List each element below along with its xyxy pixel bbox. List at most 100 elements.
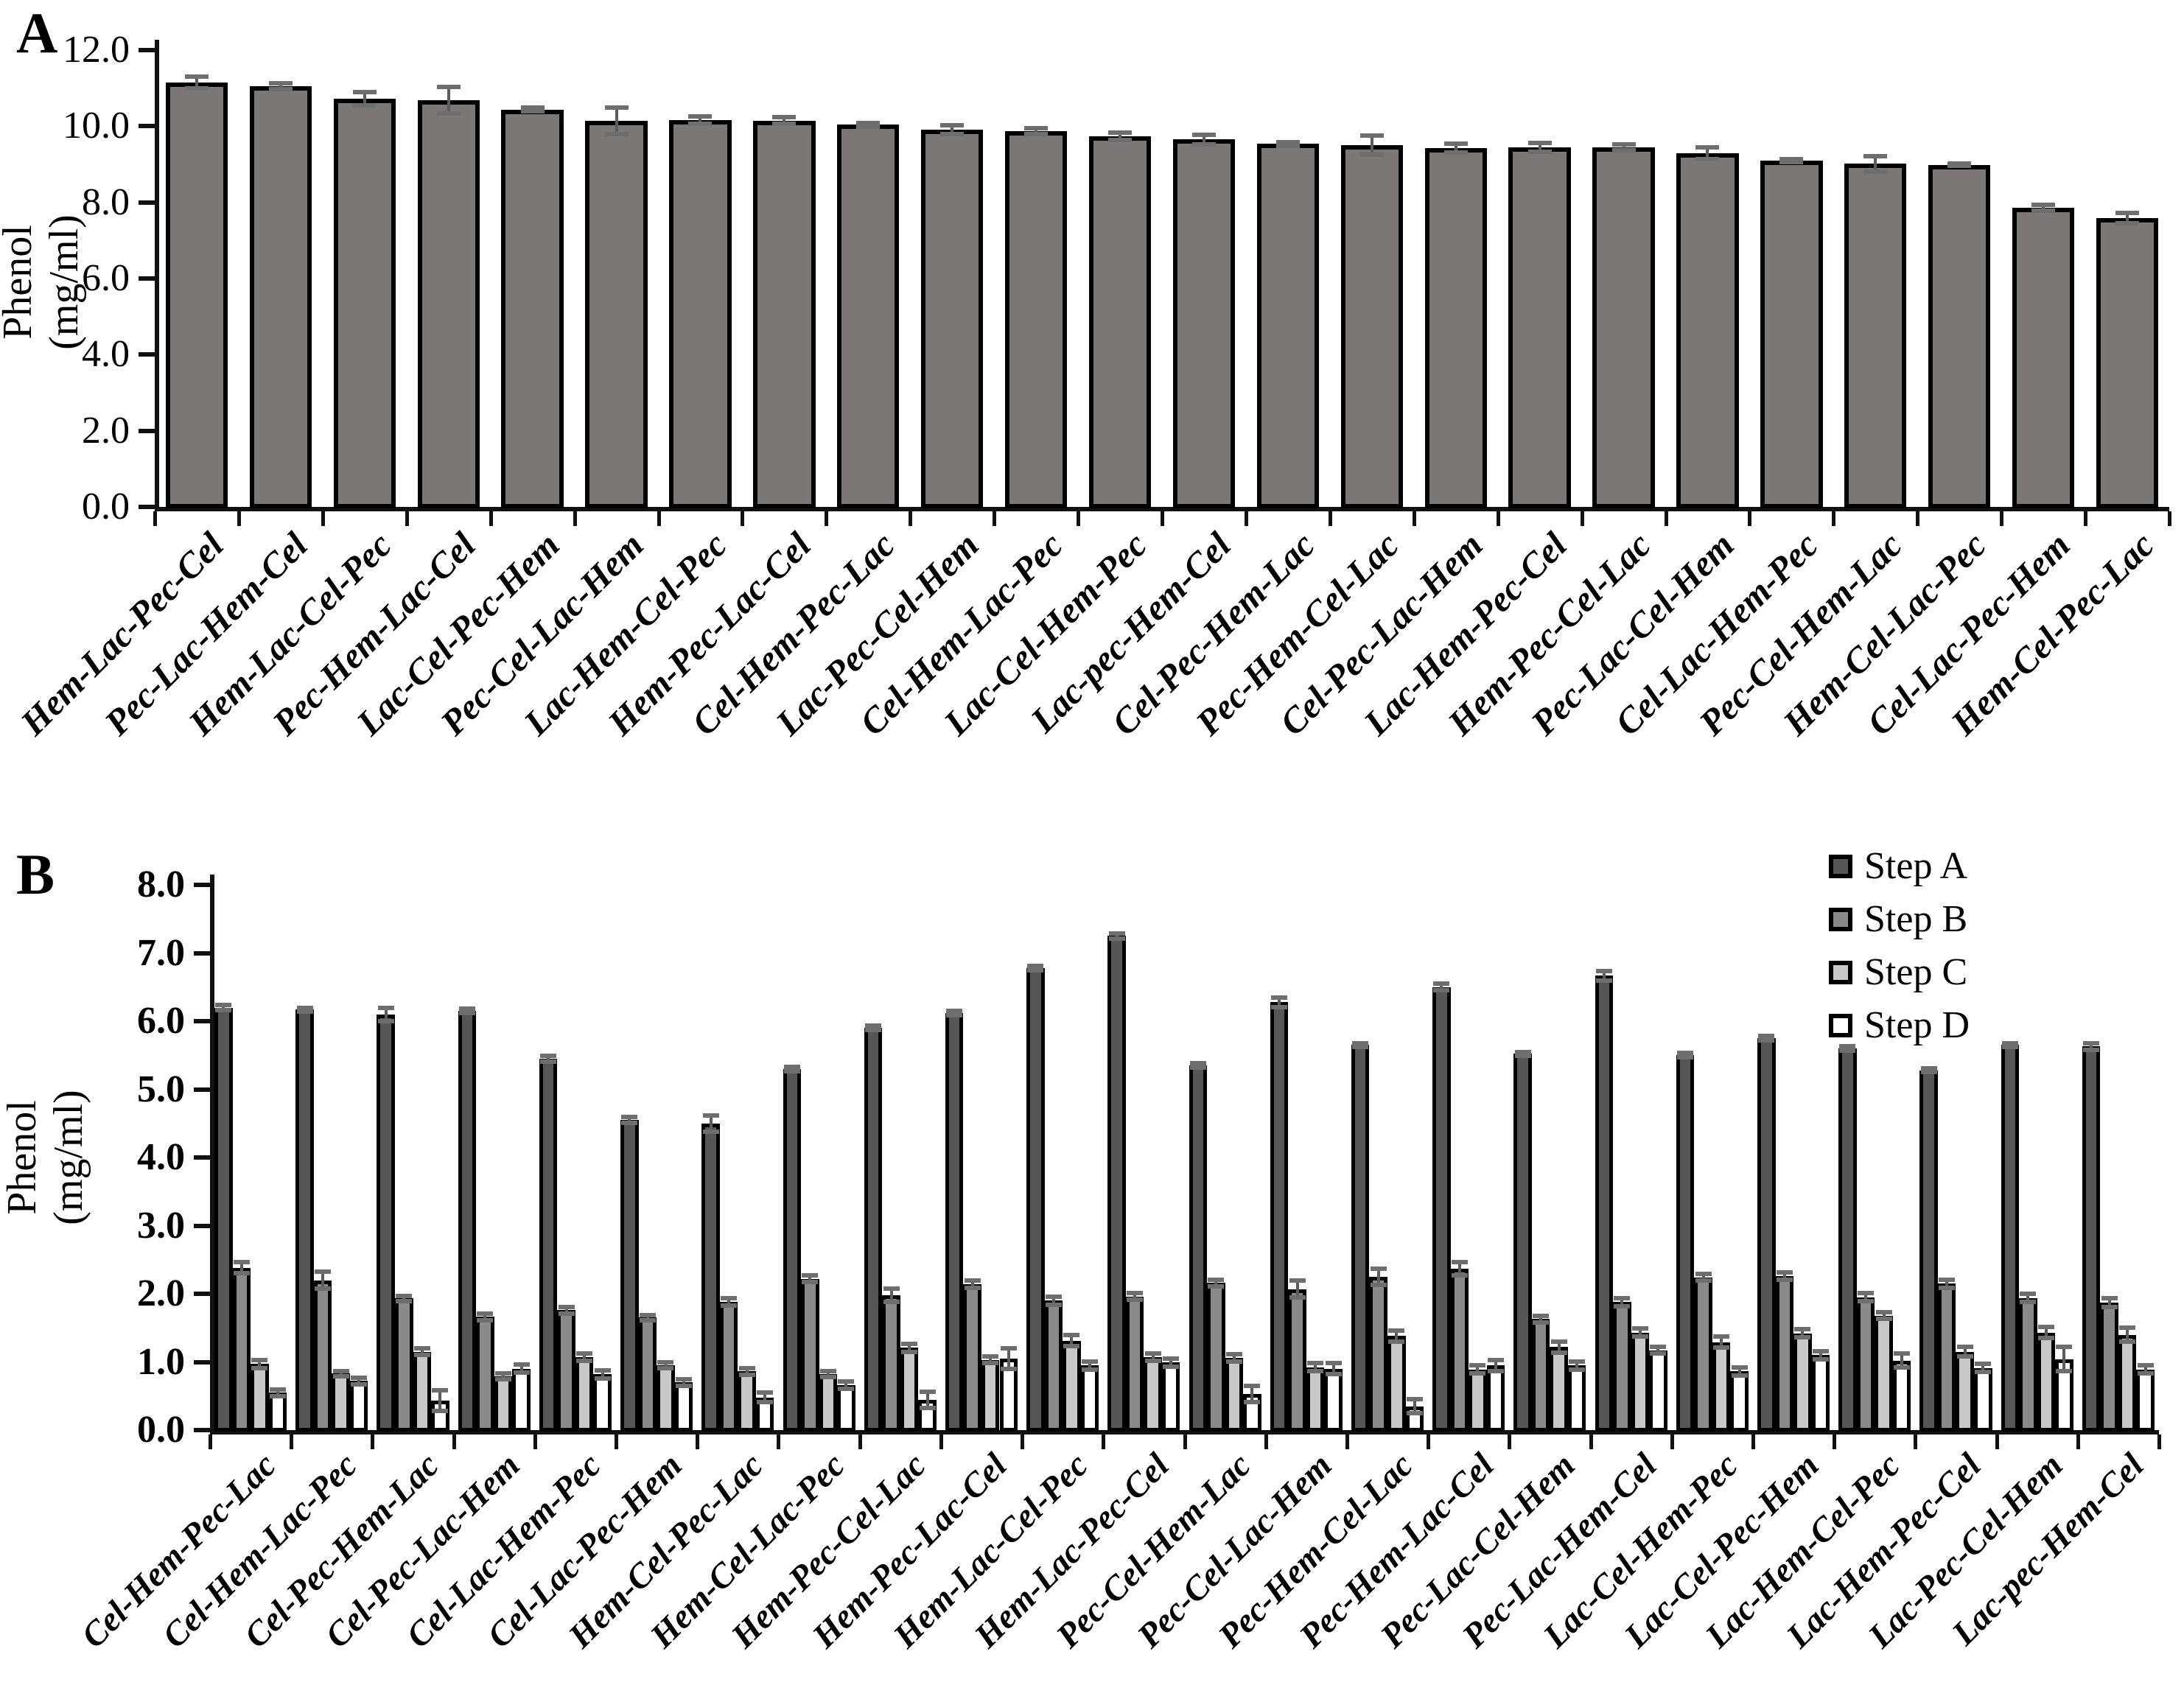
error-bar-cap bbox=[396, 1299, 413, 1304]
error-bar-cap bbox=[1863, 154, 1888, 159]
y-tick bbox=[139, 352, 155, 357]
error-bar-cap bbox=[657, 1365, 674, 1370]
error-bar-cap bbox=[1731, 1365, 1748, 1370]
bar bbox=[512, 1368, 531, 1432]
error-bar bbox=[1864, 1293, 1867, 1302]
error-bar-cap bbox=[940, 122, 965, 127]
error-bar-cap bbox=[1758, 1034, 1775, 1039]
error-bar-cap bbox=[1920, 1065, 1937, 1071]
error-bar-cap bbox=[1388, 1328, 1405, 1333]
error-bar-cap bbox=[1370, 1282, 1387, 1287]
bar bbox=[1450, 1268, 1469, 1432]
error-bar bbox=[970, 1281, 974, 1288]
error-bar-cap bbox=[604, 105, 629, 110]
bar bbox=[575, 1357, 594, 1432]
bar bbox=[1757, 1038, 1776, 1432]
error-bar bbox=[1070, 1335, 1074, 1347]
error-bar-cap bbox=[1956, 1345, 1973, 1350]
error-bar-cap bbox=[594, 1367, 611, 1373]
error-bar-cap bbox=[688, 122, 713, 127]
panel-a-y-axis-title: Phenol (mg/ml) bbox=[0, 135, 89, 430]
bar bbox=[1324, 1368, 1343, 1432]
error-bar-cap bbox=[1045, 1294, 1062, 1299]
y-tick bbox=[194, 1155, 210, 1160]
bar bbox=[1172, 139, 1236, 508]
x-tick bbox=[1496, 511, 1500, 526]
error-bar-cap bbox=[1776, 1277, 1793, 1282]
error-bar-cap bbox=[1275, 143, 1300, 148]
error-bar-cap bbox=[1839, 1048, 1856, 1053]
error-bar-cap bbox=[1045, 1302, 1062, 1307]
error-bar bbox=[1035, 127, 1038, 135]
error-bar-cap bbox=[1894, 1365, 1911, 1370]
error-bar-cap bbox=[1858, 1291, 1874, 1296]
error-bar-cap bbox=[377, 1005, 394, 1010]
error-bar bbox=[1782, 1272, 1786, 1280]
error-bar bbox=[1819, 1351, 1822, 1359]
error-bar bbox=[2042, 205, 2045, 211]
error-bar-cap bbox=[864, 1023, 881, 1029]
error-bar bbox=[1051, 1296, 1055, 1305]
error-bar-cap bbox=[377, 1019, 394, 1023]
bar bbox=[1811, 1355, 1830, 1432]
error-bar-cap bbox=[351, 1382, 368, 1387]
y-axis-title-line2: (mg/ml) bbox=[41, 214, 87, 350]
bar bbox=[1613, 1302, 1631, 1432]
error-bar bbox=[583, 1353, 587, 1361]
error-bar bbox=[2143, 1365, 2147, 1374]
error-bar bbox=[519, 1365, 523, 1373]
x-tick bbox=[939, 1434, 943, 1449]
error-bar bbox=[1981, 1364, 1985, 1373]
error-bar bbox=[339, 1370, 343, 1376]
error-bar bbox=[889, 1288, 893, 1303]
bar bbox=[1856, 1297, 1875, 1432]
error-bar-cap bbox=[1244, 1383, 1261, 1388]
error-bar-cap bbox=[268, 80, 293, 85]
error-bar-cap bbox=[1271, 995, 1288, 1000]
y-tick-label: 10.0 bbox=[63, 105, 130, 147]
x-tick bbox=[321, 511, 325, 526]
error-bar bbox=[501, 1373, 505, 1379]
bar bbox=[1387, 1336, 1406, 1432]
x-tick bbox=[405, 511, 409, 526]
error-bar bbox=[1656, 1347, 1660, 1354]
panel-b-legend: Step A Step B Step C Step D bbox=[1829, 847, 2065, 1068]
bar bbox=[249, 86, 312, 508]
error-bar bbox=[699, 116, 702, 125]
bar bbox=[1288, 1289, 1306, 1432]
error-bar-cap bbox=[738, 1365, 755, 1370]
bar bbox=[1144, 1357, 1162, 1432]
error-bar-cap bbox=[1000, 1366, 1017, 1371]
error-bar-cap bbox=[819, 1374, 836, 1379]
error-bar-cap bbox=[721, 1296, 738, 1301]
error-bar-cap bbox=[604, 131, 629, 136]
error-bar bbox=[1882, 1311, 1886, 1320]
error-bar-cap bbox=[184, 74, 209, 80]
error-bar-cap bbox=[919, 1406, 936, 1411]
error-bar-cap bbox=[269, 1387, 286, 1392]
error-bar-cap bbox=[1794, 1335, 1811, 1340]
error-bar-cap bbox=[757, 1400, 774, 1405]
x-tick bbox=[1589, 1434, 1593, 1449]
bar bbox=[620, 1120, 639, 1432]
error-bar-cap bbox=[621, 1115, 638, 1120]
error-bar-cap bbox=[1527, 150, 1552, 155]
y-tick bbox=[194, 950, 210, 956]
error-bar-cap bbox=[436, 85, 461, 90]
error-bar-cap bbox=[2101, 1296, 2118, 1301]
error-bar bbox=[420, 1348, 424, 1356]
bar bbox=[1369, 1276, 1387, 1432]
error-bar-cap bbox=[688, 113, 713, 119]
x-axis bbox=[210, 1430, 2159, 1434]
bar bbox=[1486, 1365, 1505, 1432]
y-axis bbox=[210, 875, 214, 1434]
error-bar-cap bbox=[1370, 1266, 1387, 1271]
error-bar-cap bbox=[901, 1349, 918, 1354]
error-bar-cap bbox=[1713, 1345, 1730, 1351]
error-bar bbox=[1214, 1279, 1218, 1286]
error-bar-cap bbox=[738, 1373, 755, 1378]
error-bar-cap bbox=[1975, 1362, 1992, 1367]
bar bbox=[214, 1007, 233, 1432]
y-tick-label: 8.0 bbox=[137, 863, 185, 905]
error-bar-cap bbox=[2101, 1304, 2118, 1309]
